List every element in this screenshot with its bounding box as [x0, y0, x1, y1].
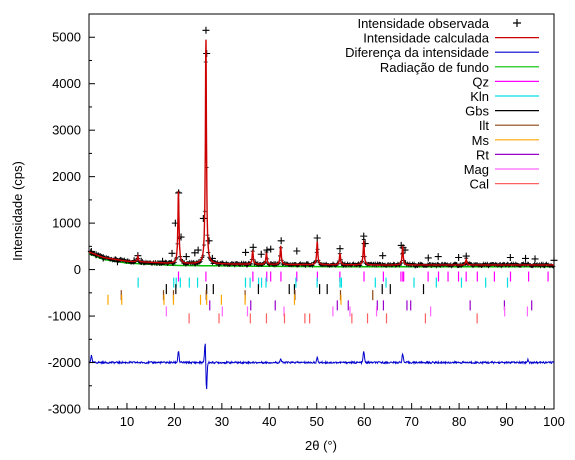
x-tick-label: 80	[452, 414, 466, 429]
legend-label: Diferença da intensidade	[345, 45, 489, 60]
marker-row-ms	[107, 294, 342, 305]
observed-peak-point	[361, 240, 369, 248]
legend-label: Mag	[464, 162, 489, 177]
marker-row-qz	[177, 271, 549, 282]
x-tick-label: 10	[120, 414, 134, 429]
x-tick-label: 100	[543, 414, 565, 429]
series-background	[88, 253, 554, 268]
plot-frame	[88, 13, 555, 410]
legend-label: Radiação de fundo	[380, 60, 489, 75]
observed-peak-point	[87, 247, 95, 255]
legend-label: Gbs	[465, 104, 489, 119]
observed-peak-point	[249, 243, 257, 251]
y-tick-label: 0	[74, 262, 81, 277]
y-tick-label: 2000	[52, 169, 81, 184]
observed-peak-point	[506, 254, 514, 262]
y-tick-label: 5000	[52, 30, 81, 45]
observed-peak-point	[205, 237, 213, 245]
legend-label: Kln	[470, 89, 489, 104]
observed-peak-point	[182, 253, 190, 261]
legend-label: Qz	[472, 74, 489, 89]
observed-peak-point	[263, 246, 271, 254]
observed-peak-point	[379, 252, 387, 260]
observed-peak-point	[455, 254, 463, 262]
legend-label: Ms	[472, 133, 490, 148]
y-axis-title: Intensidade (cps)	[10, 161, 25, 261]
observed-peak-point	[550, 256, 558, 264]
x-tick-label: 90	[499, 414, 513, 429]
marker-row-gbs	[165, 284, 425, 295]
observed-peak-point	[313, 234, 321, 242]
observed-peak-point	[277, 237, 285, 245]
legend-label: Intensidade calculada	[363, 31, 490, 46]
observed-peak-point	[360, 232, 368, 240]
legend-label: Ilt	[479, 118, 490, 133]
series-calculated	[88, 39, 554, 266]
series-difference	[88, 343, 555, 390]
observed-peak-point	[336, 245, 344, 253]
series-group	[87, 26, 558, 390]
legend-swatch	[513, 19, 521, 27]
y-tick-label: -1000	[48, 309, 81, 324]
legend-label: Intensidade observada	[357, 16, 489, 31]
x-tick-label: 50	[310, 414, 324, 429]
observed-peak-point	[202, 26, 210, 34]
marker-row-rt	[209, 300, 533, 311]
observed-peak-point	[531, 255, 539, 263]
observed-peak-point	[424, 254, 432, 262]
x-tick-label: 70	[404, 414, 418, 429]
axes-group: 10 20 30 40 50 60 70 80 90 100 -3000 -2000 -1000 0 100…	[48, 13, 565, 429]
observed-peak-point	[522, 254, 530, 262]
x-tick-label: 20	[167, 414, 181, 429]
legend-label: Cal	[469, 177, 489, 192]
observed-peak-point	[242, 248, 250, 256]
observed-peak-point	[168, 249, 176, 257]
x-tick-label: 60	[357, 414, 371, 429]
observed-peak-point	[159, 257, 167, 265]
marker-row-ilt	[120, 290, 374, 301]
marker-row-mag	[165, 306, 529, 317]
y-tick-label: 4000	[52, 76, 81, 91]
y-tick-label: 3000	[52, 123, 81, 138]
marker-row-kln	[137, 277, 509, 288]
x-tick-label: 40	[262, 414, 276, 429]
legend-label: Rt	[476, 147, 489, 162]
reflection-markers	[107, 271, 549, 324]
observed-peak-point	[434, 253, 442, 261]
observed-peak-point	[257, 250, 265, 258]
observed-peak-point	[293, 247, 301, 255]
marker-row-cal	[188, 313, 478, 324]
y-tick-label: -3000	[48, 402, 81, 417]
observed-peak-point	[199, 214, 207, 222]
y-tick-label: 1000	[52, 216, 81, 231]
x-tick-label: 30	[215, 414, 229, 429]
observed-peak-point	[267, 245, 275, 253]
observed-peak-point	[194, 246, 202, 254]
x-axis-title: 2θ (°)	[305, 438, 337, 453]
y-tick-label: -2000	[48, 355, 81, 370]
